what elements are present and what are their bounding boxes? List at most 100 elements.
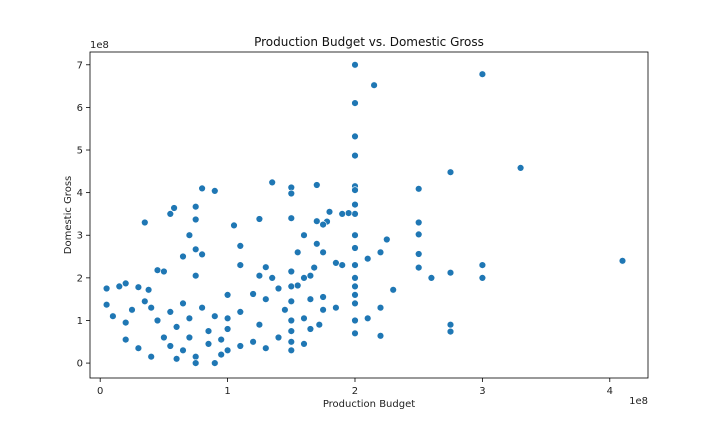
data-point [166,210,175,218]
data-point [170,204,178,212]
data-point [306,325,315,333]
data-point [223,314,232,322]
data-point [351,282,359,291]
data-point [351,151,359,160]
data-point [192,245,200,254]
y-axis-ticks: 0 1 2 3 4 5 6 7 [77,60,90,370]
data-point [306,295,315,303]
data-point [223,291,232,299]
data-point [446,321,455,329]
x-tick-label: 1 [224,386,230,397]
data-point [383,235,391,244]
data-point [262,263,270,271]
data-point [274,333,283,342]
data-point [415,263,423,272]
data-point [198,250,206,259]
data-point [516,164,525,172]
data-point [351,291,359,299]
y-tick-label: 3 [77,231,83,242]
data-point [223,346,232,354]
data-point [313,181,321,189]
data-point [160,267,168,276]
x-tick-label: 3 [479,386,485,397]
data-point [255,272,264,280]
data-point [134,283,143,291]
data-point [364,314,372,322]
data-point [370,81,378,89]
data-point [446,269,455,277]
x-tick-label: 4 [607,386,613,397]
data-point [351,231,359,239]
data-point [313,217,321,225]
data-point [618,257,627,265]
data-point [415,230,423,239]
data-point [319,248,327,257]
data-point [319,220,327,229]
data-point [249,338,257,346]
data-point [478,261,487,269]
data-point [364,255,372,263]
y-tick-label: 6 [77,103,83,114]
data-point [274,284,283,293]
data-point [223,325,232,333]
chart-title: Production Budget vs. Domestic Gross [254,35,484,49]
data-point [236,242,245,250]
data-point [185,333,194,342]
data-point [313,240,321,248]
data-point [351,186,359,194]
data-point [236,308,245,316]
data-point [351,299,359,308]
data-point [211,359,219,367]
data-point [351,261,359,269]
data-point [300,340,308,348]
data-point [198,304,206,312]
data-point [287,189,295,198]
data-point [300,231,308,239]
data-point [415,250,423,258]
data-point [446,327,455,336]
data-point [287,316,295,325]
data-point [287,346,295,354]
data-point [172,355,181,363]
data-point [287,338,295,346]
data-point [351,210,359,218]
data-point [147,304,155,312]
data-point [230,221,238,230]
x-axis-label: Production Budget [323,399,415,410]
data-point [179,252,187,261]
data-point [128,306,136,314]
data-point [192,215,200,224]
data-point [376,332,385,340]
data-point [249,290,257,298]
data-point [121,279,130,288]
data-point [300,314,308,322]
data-point [255,215,264,223]
data-point [236,261,245,269]
data-point [262,344,270,352]
y-axis-label: Domestic Gross [63,176,74,254]
data-point [204,340,213,348]
data-point [192,272,200,280]
data-point [268,178,276,187]
data-point [211,312,219,320]
data-point [376,304,385,312]
data-point [351,61,359,69]
data-point [109,312,117,320]
data-point [446,168,455,176]
data-point [192,353,200,361]
data-point [287,297,295,305]
x-axis-offset-label: 1e8 [629,396,648,407]
data-point [338,210,346,218]
data-point [332,259,340,267]
y-tick-label: 1 [77,316,83,327]
data-point [192,359,200,367]
data-point [179,299,187,308]
data-point [192,203,200,211]
data-point [102,284,111,293]
y-axis-offset-label: 1e8 [90,40,109,51]
data-point [332,304,340,312]
data-point [141,218,149,227]
data-point [153,266,162,274]
data-point [160,333,168,342]
data-point [217,350,225,359]
